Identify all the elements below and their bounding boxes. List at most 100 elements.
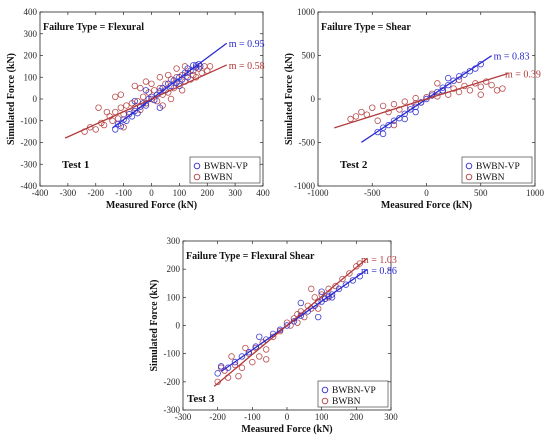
legend-marker xyxy=(321,386,329,394)
x-tick-label: 0 xyxy=(149,188,154,198)
bwbn-vp-point xyxy=(117,122,125,130)
bwbn-slope-label: m = 0.39 xyxy=(505,70,541,81)
bwbn-point xyxy=(466,87,474,94)
legend-entry: BWBN xyxy=(476,173,505,183)
bwbn-point xyxy=(374,117,381,124)
bwbn-vp-point xyxy=(176,82,183,90)
y-tick-label: 100 xyxy=(167,292,181,302)
bwbn-vp-point xyxy=(335,285,343,293)
x-tick-label: 100 xyxy=(315,412,329,422)
x-tick-label: 100 xyxy=(173,188,187,198)
bwbn-point xyxy=(477,91,484,98)
legend-entry: BWBN-VP xyxy=(204,162,248,172)
bwbn-vp-point xyxy=(385,121,392,129)
bwbn-point xyxy=(123,102,130,109)
bwbn-point xyxy=(112,93,119,101)
bwbn-point xyxy=(142,78,150,85)
bwbn-vp-point xyxy=(192,62,200,69)
bwbn-vp-fit-line xyxy=(220,269,368,373)
bwbn-point xyxy=(137,84,144,92)
bwbn-vp-point xyxy=(439,84,446,91)
y-tick-label: 0 xyxy=(311,94,316,104)
bwbn-point xyxy=(131,82,138,90)
bwbn-vp-point xyxy=(349,277,357,284)
y-tick-label: 200 xyxy=(24,51,38,61)
bwbn-point xyxy=(103,108,111,116)
y-tick-label: -400 xyxy=(21,181,38,191)
y-axis-label: Simulated Force (kN) xyxy=(149,279,160,371)
y-tick-label: 100 xyxy=(24,72,38,82)
y-tick-label: -300 xyxy=(164,405,181,415)
bwbn-point xyxy=(148,95,155,103)
bwbn-vp-slope-label: m = 0.83 xyxy=(494,52,530,63)
bwbn-point xyxy=(346,270,353,277)
bwbn-fit-line xyxy=(213,258,368,387)
legend-entry: BWBN xyxy=(204,173,233,183)
bwbn-point xyxy=(117,104,125,111)
bwbn-point xyxy=(139,93,147,101)
bwbn-vp-point xyxy=(445,81,452,89)
y-tick-label: 400 xyxy=(24,7,38,17)
bwbn-vp-point xyxy=(238,353,246,360)
bwbn-point xyxy=(308,285,315,293)
bwbn-point xyxy=(148,80,155,87)
bwbn-vp-point xyxy=(445,74,452,82)
y-tick-label: -1000 xyxy=(294,181,315,191)
bwbn-point xyxy=(488,81,495,89)
bwbn-point xyxy=(412,94,419,102)
bwbn-point xyxy=(86,124,94,131)
bwbn-vp-point xyxy=(417,99,425,106)
bwbn-point xyxy=(301,313,308,321)
legend-marker xyxy=(465,162,473,170)
bwbn-point xyxy=(358,108,365,116)
bwbn-vp-point xyxy=(328,291,336,298)
bwbn-point xyxy=(249,358,256,366)
bwbn-point xyxy=(263,356,270,363)
y-axis-label: Simulated Force (kN) xyxy=(6,53,17,145)
bwbn-point xyxy=(100,121,108,129)
x-tick-label: -300 xyxy=(175,412,192,422)
x-tick-label: -400 xyxy=(32,188,49,198)
bwbn-point xyxy=(347,115,354,123)
bwbn-point xyxy=(134,97,141,105)
y-tick-label: 500 xyxy=(302,51,316,61)
bwbn-vp-point xyxy=(412,108,419,116)
bwbn-vp-point xyxy=(131,97,138,105)
test-label: Test 2 xyxy=(340,159,368,171)
bwbn-vp-point xyxy=(450,77,457,84)
y-tick-label: -300 xyxy=(21,159,38,169)
y-tick-label: 0 xyxy=(176,321,181,331)
bwbn-point xyxy=(379,102,387,110)
bwbn-point xyxy=(173,65,180,72)
bwbn-point xyxy=(339,275,346,283)
x-tick-label: -100 xyxy=(244,412,261,422)
x-tick-label: -300 xyxy=(60,188,77,198)
bwbn-point xyxy=(434,80,441,87)
bwbn-vp-point xyxy=(283,322,291,329)
bwbn-vp-point xyxy=(315,313,322,321)
chart-panel-1: -400 -300 -200 -100 0 100 200 300 400 -400 -300 -20… xyxy=(6,7,270,211)
bwbn-point xyxy=(263,346,270,353)
legend-entry: BWBN xyxy=(332,397,361,407)
bwbn-point xyxy=(156,74,164,81)
bwbn-point xyxy=(95,104,102,111)
bwbn-point xyxy=(165,71,172,79)
y-tick-label: 1000 xyxy=(297,7,316,17)
x-tick-label: 400 xyxy=(256,188,270,198)
x-tick-label: -100 xyxy=(115,188,132,198)
bwbn-vp-point xyxy=(342,281,350,288)
x-tick-label: -200 xyxy=(88,188,105,198)
bwbn-point xyxy=(117,91,125,98)
bwbn-vp-point xyxy=(390,117,398,124)
bwbn-point xyxy=(390,101,398,108)
x-tick-label: 200 xyxy=(201,188,215,198)
bwbn-point xyxy=(401,98,408,105)
bwbn-point xyxy=(352,113,360,120)
legend-box xyxy=(317,380,389,408)
x-tick-label: 1000 xyxy=(526,188,545,198)
bwbn-point xyxy=(477,83,484,91)
data-layer xyxy=(64,42,228,139)
bwbn-vp-point xyxy=(156,104,164,111)
y-tick-label: -200 xyxy=(164,377,181,387)
